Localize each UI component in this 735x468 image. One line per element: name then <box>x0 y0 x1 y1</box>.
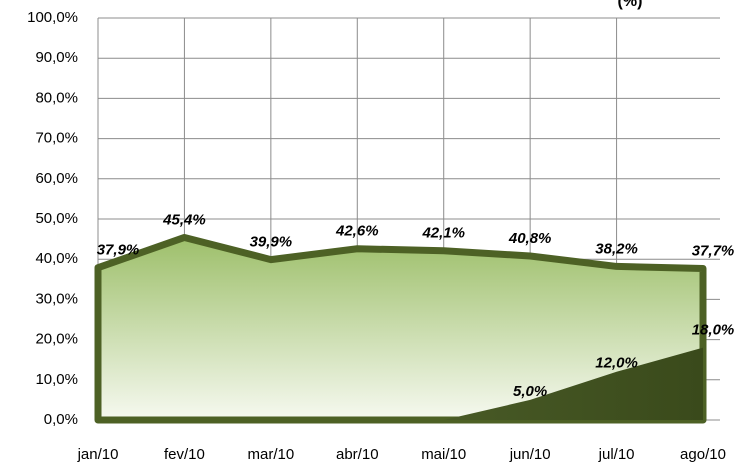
data-label: 38,2% <box>595 240 638 257</box>
data-label: 37,7% <box>692 242 735 259</box>
x-tick-label: jun/10 <box>509 446 551 463</box>
y-tick-label: 70,0% <box>35 130 78 147</box>
x-tick-label: jan/10 <box>77 446 119 463</box>
x-tick-label: fev/10 <box>164 446 205 463</box>
x-tick-label: abr/10 <box>336 446 379 463</box>
y-tick-label: 50,0% <box>35 210 78 227</box>
x-tick-label: mai/10 <box>421 446 466 463</box>
data-label: 12,0% <box>595 355 638 372</box>
data-label: 5,0% <box>513 383 547 400</box>
data-label: 40,8% <box>508 230 552 247</box>
x-tick-label: ago/10 <box>680 446 726 463</box>
data-label: 39,9% <box>250 234 293 251</box>
chart-title: (%) <box>618 0 643 10</box>
y-tick-label: 20,0% <box>35 331 78 348</box>
y-tick-label: 30,0% <box>35 290 78 307</box>
data-label: 42,1% <box>421 225 465 242</box>
data-label: 18,0% <box>692 322 735 339</box>
x-tick-label: mar/10 <box>248 446 295 463</box>
x-tick-label: jul/10 <box>598 446 635 463</box>
y-tick-label: 90,0% <box>35 49 78 66</box>
y-tick-label: 60,0% <box>35 170 78 187</box>
y-tick-label: 100,0% <box>27 9 78 26</box>
data-label: 45,4% <box>162 211 206 228</box>
y-tick-label: 80,0% <box>35 89 78 106</box>
data-label: 42,6% <box>335 223 379 240</box>
area <box>98 347 703 420</box>
y-tick-label: 0,0% <box>44 411 78 428</box>
y-tick-label: 10,0% <box>35 371 78 388</box>
y-tick-label: 40,0% <box>35 250 78 267</box>
data-label: 37,9% <box>97 242 140 259</box>
